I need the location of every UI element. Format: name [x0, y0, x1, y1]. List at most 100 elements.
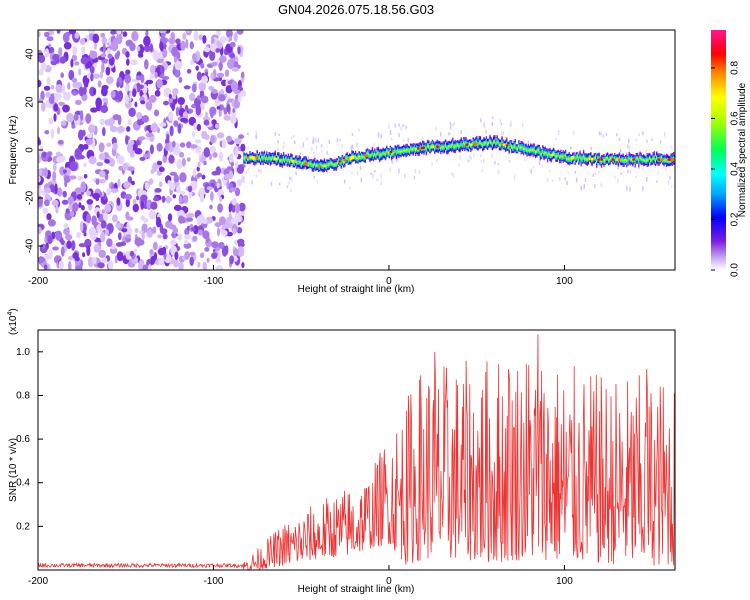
noise-blob [100, 32, 106, 38]
signal-band-cell [639, 156, 641, 159]
signal-speckle [421, 135, 424, 141]
x-tick-label: -100 [203, 276, 223, 287]
noise-blob [167, 179, 172, 186]
signal-band-cell [527, 148, 530, 151]
noise-blob [129, 140, 135, 146]
noise-blob [148, 94, 157, 103]
noise-blob [100, 231, 106, 243]
signal-speckle [391, 160, 394, 164]
noise-blob [96, 224, 103, 233]
signal-speckle [500, 131, 503, 135]
noise-blob [149, 73, 155, 80]
noise-blob [161, 32, 165, 38]
signal-band-cell [309, 162, 311, 165]
signal-speckle [494, 161, 496, 165]
y-tick-label: 1.0 [16, 347, 30, 358]
noise-blob [79, 38, 86, 45]
noise-blob [184, 251, 191, 260]
signal-band-cell [635, 157, 638, 160]
noise-blob [169, 239, 177, 246]
signal-speckle [320, 144, 323, 148]
signal-band-cell [381, 153, 383, 156]
noise-blob [50, 128, 55, 140]
signal-speckle [669, 176, 671, 180]
noise-blob [170, 31, 176, 41]
signal-peak-spot [668, 158, 671, 161]
noise-blob [72, 90, 77, 96]
noise-blob [197, 261, 201, 268]
signal-band-cell [398, 150, 400, 153]
noise-blob [150, 122, 159, 133]
noise-blob [125, 69, 131, 75]
colorbar-tick-label: 0.8 [730, 61, 741, 75]
signal-band-cell [567, 157, 569, 161]
signal-speckle [570, 146, 572, 149]
signal-band-cell [257, 157, 260, 160]
noise-blob [185, 217, 194, 222]
noise-blob [218, 241, 225, 249]
noise-blob [86, 213, 92, 224]
signal-band-cell [604, 159, 606, 162]
signal-speckle [625, 151, 628, 155]
signal-speckle [313, 175, 315, 179]
signal-band-cell [410, 147, 412, 150]
signal-band-cell [543, 152, 545, 155]
signal-speckle [356, 142, 358, 147]
signal-band-cell [406, 148, 408, 152]
noise-blob [129, 250, 135, 257]
x-tick-label: 0 [386, 576, 392, 587]
signal-speckle [258, 169, 260, 172]
noise-blob [147, 151, 151, 160]
noise-blob [190, 59, 194, 66]
noise-blob [136, 45, 141, 52]
noise-blob [176, 159, 183, 170]
signal-band-cell [628, 157, 630, 160]
signal-speckle [449, 126, 452, 130]
noise-blob [63, 223, 69, 229]
noise-blob [62, 104, 70, 113]
signal-speckle [583, 184, 585, 189]
noise-blob [205, 71, 208, 76]
signal-hotspot [249, 156, 252, 159]
signal-band-cell [269, 157, 272, 161]
noise-blob [186, 157, 191, 162]
signal-speckle [529, 155, 531, 158]
signal-band-cell [483, 142, 485, 145]
signal-speckle [601, 184, 603, 188]
noise-blob [161, 246, 167, 255]
noise-blob [101, 209, 105, 214]
signal-band-cell [334, 163, 336, 166]
signal-speckle [312, 140, 314, 145]
noise-blob [237, 246, 245, 258]
signal-band-cell [330, 162, 333, 165]
noise-blob [102, 127, 106, 137]
noise-blob [231, 80, 238, 92]
signal-band-cell [452, 143, 454, 146]
noise-blob [218, 94, 226, 102]
signal-hotspot [358, 155, 361, 158]
noise-blob [224, 69, 230, 77]
noise-blob [92, 256, 97, 265]
noise-blob [150, 255, 156, 265]
colorbar-ticks: 0.0 0.2 0.4 0.6 0.8 [711, 61, 741, 277]
y-tick-label: 0.2 [16, 521, 30, 532]
noise-blob [166, 133, 170, 141]
signal-speckle [255, 135, 257, 139]
signal-speckle [638, 132, 640, 137]
noise-blob [240, 143, 246, 152]
noise-blob [157, 79, 163, 87]
noise-blob [200, 62, 205, 69]
noise-blob [193, 122, 198, 131]
signal-speckle [555, 137, 557, 141]
noise-blob [176, 185, 181, 194]
signal-speckle [485, 130, 487, 134]
noise-blob [129, 42, 136, 52]
signal-band-cell [390, 152, 393, 155]
signal-speckle [654, 164, 656, 169]
signal-speckle [580, 185, 582, 191]
y-tick-label: 20 [25, 96, 36, 108]
noise-blob [78, 202, 82, 209]
signal-band-cell [302, 162, 304, 165]
signal-band-cell [407, 149, 410, 152]
noise-blob [229, 187, 237, 192]
